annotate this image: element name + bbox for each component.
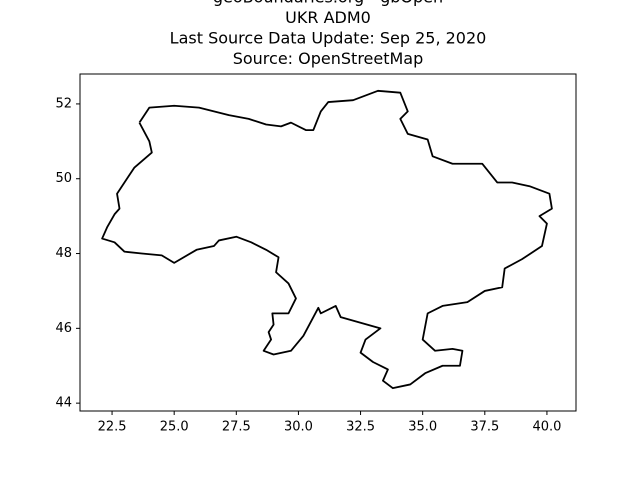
y-tick-label: 44 (55, 396, 72, 411)
country-boundary (101, 89, 553, 390)
x-tick-label: 37.5 (470, 420, 499, 435)
y-tick-label: 46 (55, 321, 72, 336)
x-tick-label: 35.0 (408, 420, 437, 435)
x-tick-label: 30.0 (284, 420, 313, 435)
chart-title: Source: OpenStreetMap (233, 49, 424, 68)
y-tick-label: 48 (55, 246, 72, 261)
x-tick-label: 22.5 (98, 420, 127, 435)
plot-frame (79, 73, 577, 412)
x-tick-label: 32.5 (346, 420, 375, 435)
x-tick-label: 40.0 (532, 420, 561, 435)
x-tick-label: 27.5 (222, 420, 251, 435)
y-tick-label: 50 (55, 171, 72, 186)
x-tick-label: 25.0 (160, 420, 189, 435)
chart-title: Last Source Data Update: Sep 25, 2020 (170, 29, 487, 48)
chart-title: UKR ADM0 (285, 8, 371, 27)
chart-title: geoBoundaries.org - gbOpen (213, 0, 443, 7)
y-tick-label: 52 (55, 96, 72, 111)
